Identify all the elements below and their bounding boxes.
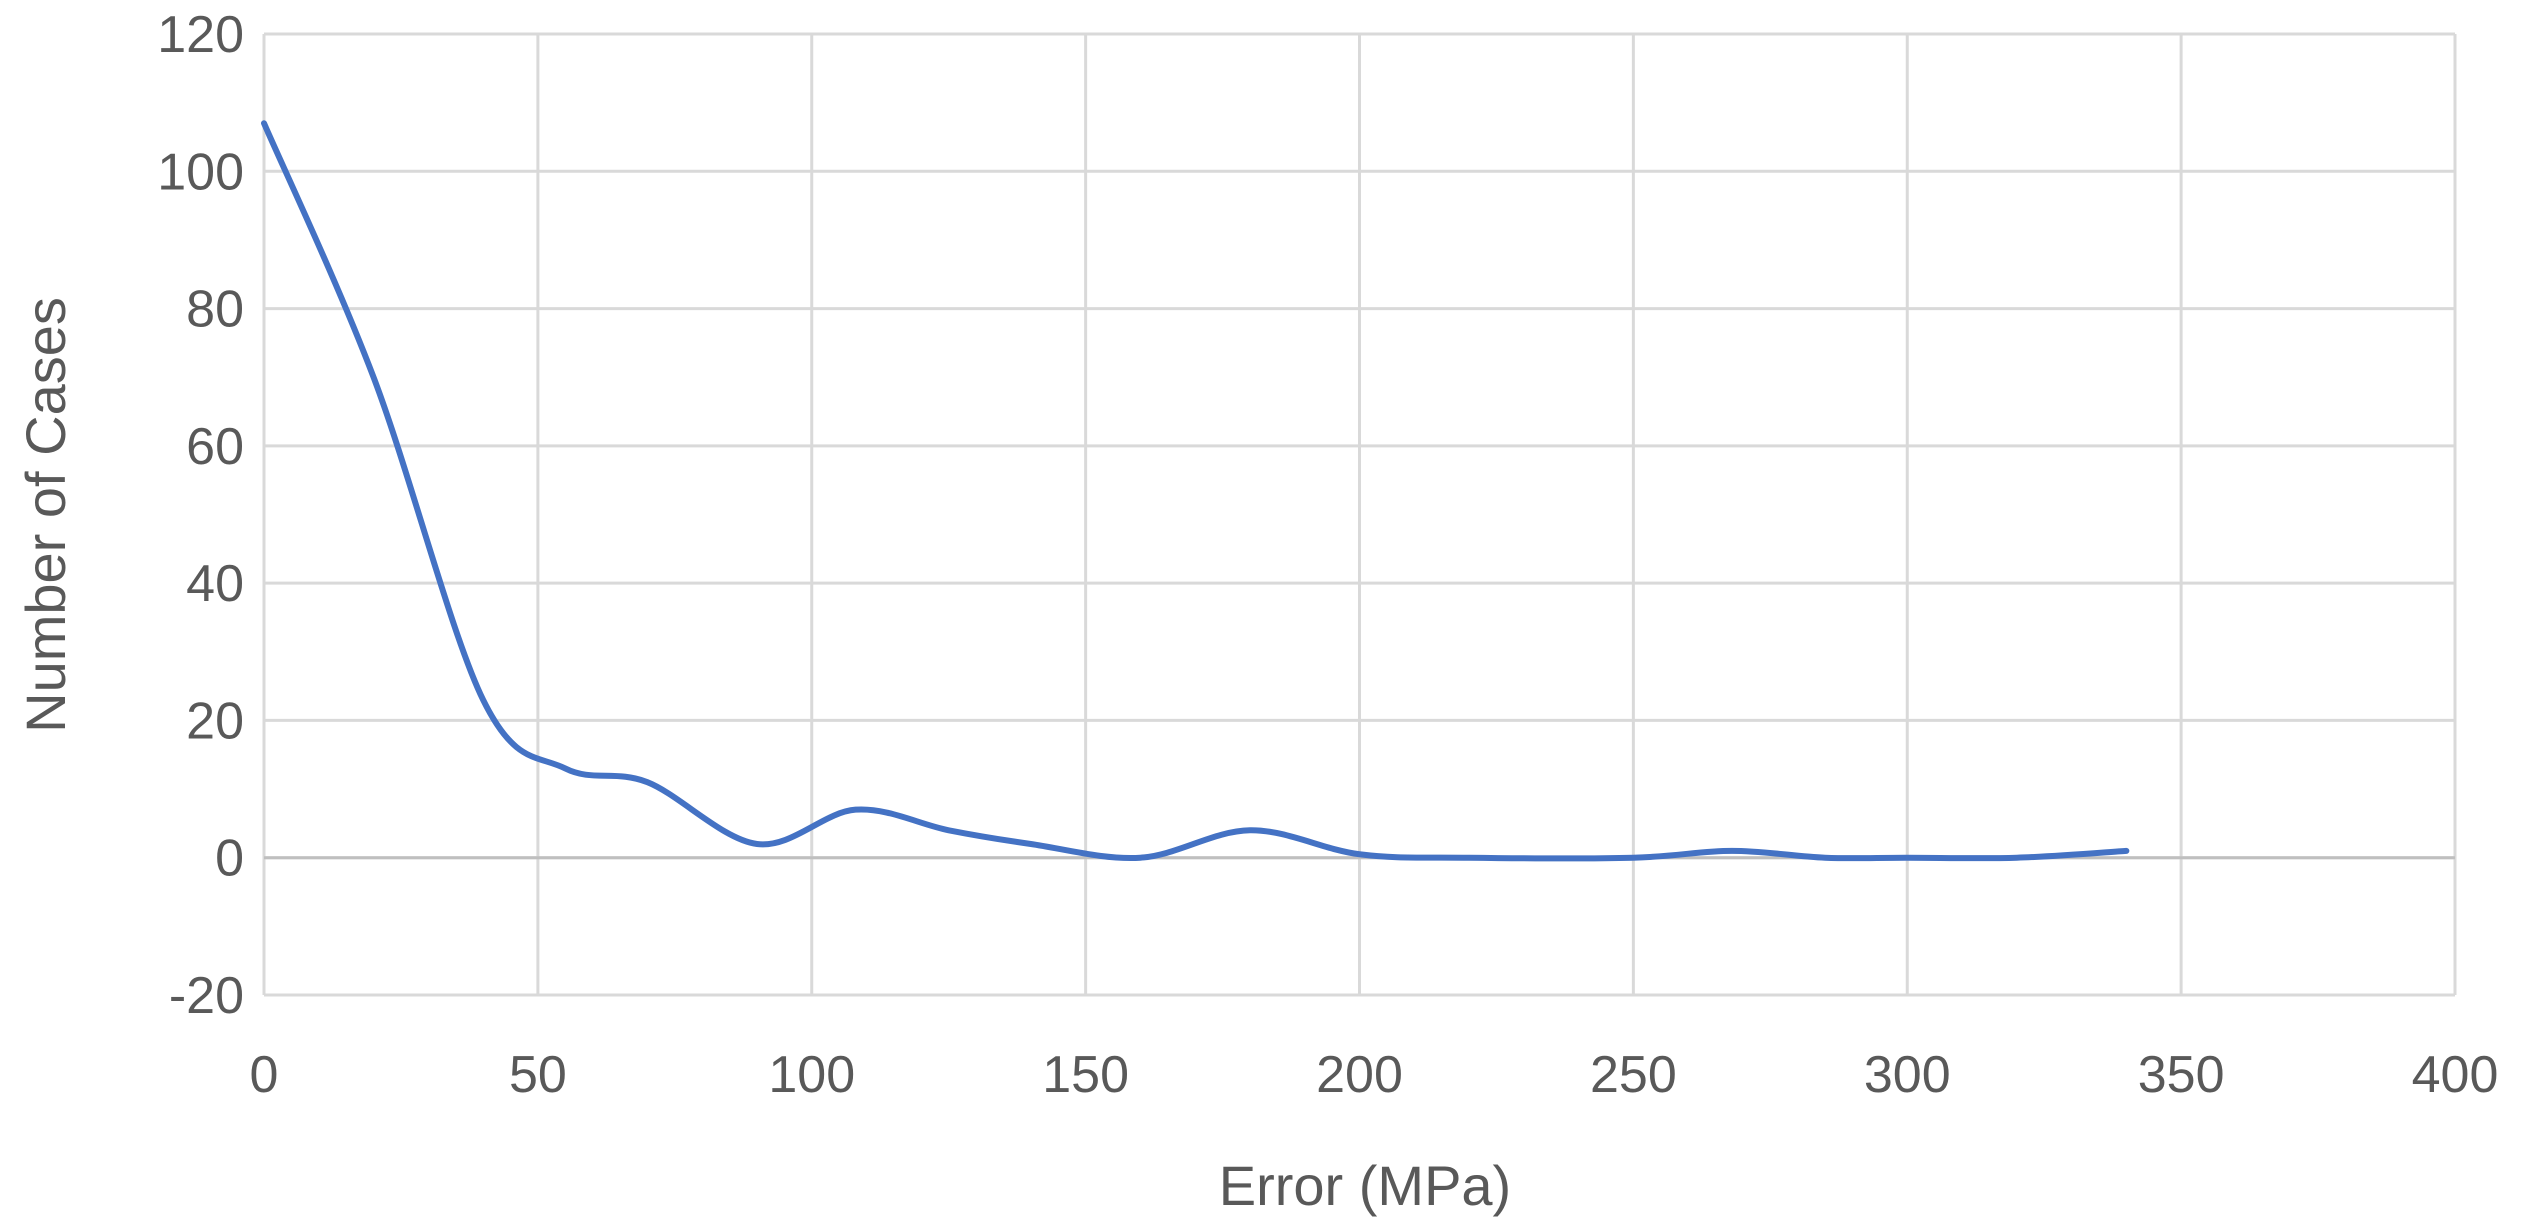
- y-tick-labels: -20 0 20 40 60 80 100 120: [157, 6, 244, 1025]
- series-layer: [261, 120, 2130, 862]
- x-tick-label: 0: [250, 1046, 279, 1104]
- y-tick-label: 80: [186, 281, 244, 339]
- y-tick-label: -20: [169, 967, 244, 1025]
- x-tick-label: 350: [2138, 1046, 2225, 1104]
- x-tick-label: 400: [2412, 1046, 2499, 1104]
- x-tick-label: 300: [1864, 1046, 1951, 1104]
- y-axis-title: Number of Cases: [14, 297, 77, 733]
- y-tick-label: 20: [186, 692, 244, 750]
- y-tick-label: 0: [215, 830, 244, 888]
- x-tick-label: 100: [768, 1046, 855, 1104]
- x-tick-label: 250: [1590, 1046, 1677, 1104]
- y-tick-label: 100: [157, 143, 244, 201]
- x-axis-title: Error (MPa): [1219, 1154, 1511, 1217]
- y-tick-label: 40: [186, 555, 244, 613]
- y-tick-label: 60: [186, 418, 244, 476]
- x-tick-label: 150: [1042, 1046, 1129, 1104]
- gridlines: [262, 32, 2457, 997]
- x-tick-labels: 0 50 100 150 200 250 300 350 400: [250, 1046, 2499, 1104]
- x-tick-label: 200: [1316, 1046, 1403, 1104]
- x-tick-label: 50: [509, 1046, 567, 1104]
- y-tick-label: 120: [157, 6, 244, 64]
- series-line: [261, 120, 2130, 862]
